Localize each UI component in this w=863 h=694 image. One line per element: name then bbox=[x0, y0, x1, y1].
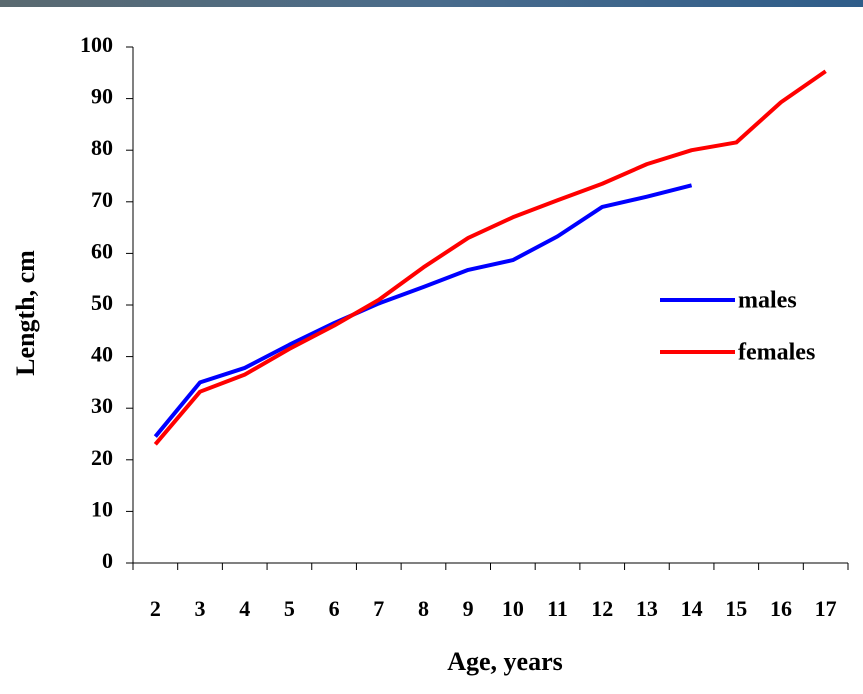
y-tick-label: 60 bbox=[91, 238, 113, 263]
y-tick-label: 100 bbox=[80, 32, 113, 57]
x-tick-label: 7 bbox=[373, 596, 384, 621]
legend-label: males bbox=[738, 288, 797, 314]
x-tick-label: 8 bbox=[418, 596, 429, 621]
y-tick-label: 80 bbox=[91, 135, 113, 160]
x-tick-label: 5 bbox=[284, 596, 295, 621]
y-axis-label: Length, cm bbox=[11, 250, 40, 376]
x-tick-label: 13 bbox=[636, 596, 658, 621]
header-band bbox=[0, 0, 863, 7]
y-tick-label: 50 bbox=[91, 290, 113, 315]
y-tick-label: 90 bbox=[91, 84, 113, 109]
x-tick-label: 16 bbox=[770, 596, 792, 621]
x-tick-label: 9 bbox=[463, 596, 474, 621]
x-tick-label: 10 bbox=[502, 596, 524, 621]
y-tick-label: 40 bbox=[91, 342, 113, 367]
x-tick-label: 12 bbox=[591, 596, 613, 621]
line-series bbox=[153, 183, 693, 438]
x-axis-label: Age, years bbox=[447, 647, 563, 676]
x-tick-label: 6 bbox=[329, 596, 340, 621]
legend-label: females bbox=[738, 340, 815, 366]
line-series bbox=[153, 69, 827, 446]
y-tick-label: 10 bbox=[91, 496, 113, 521]
x-tick-label: 11 bbox=[547, 596, 568, 621]
y-tick-label: 70 bbox=[91, 187, 113, 212]
x-tick-label: 15 bbox=[725, 596, 747, 621]
x-tick-label: 4 bbox=[239, 596, 250, 621]
y-tick-label: 20 bbox=[91, 445, 113, 470]
x-tick-label: 17 bbox=[815, 596, 837, 621]
x-tick-label: 3 bbox=[195, 596, 206, 621]
y-tick-label: 0 bbox=[102, 548, 113, 573]
x-tick-label: 14 bbox=[681, 596, 703, 621]
y-tick-label: 30 bbox=[91, 393, 113, 418]
x-tick-label: 2 bbox=[150, 596, 161, 621]
